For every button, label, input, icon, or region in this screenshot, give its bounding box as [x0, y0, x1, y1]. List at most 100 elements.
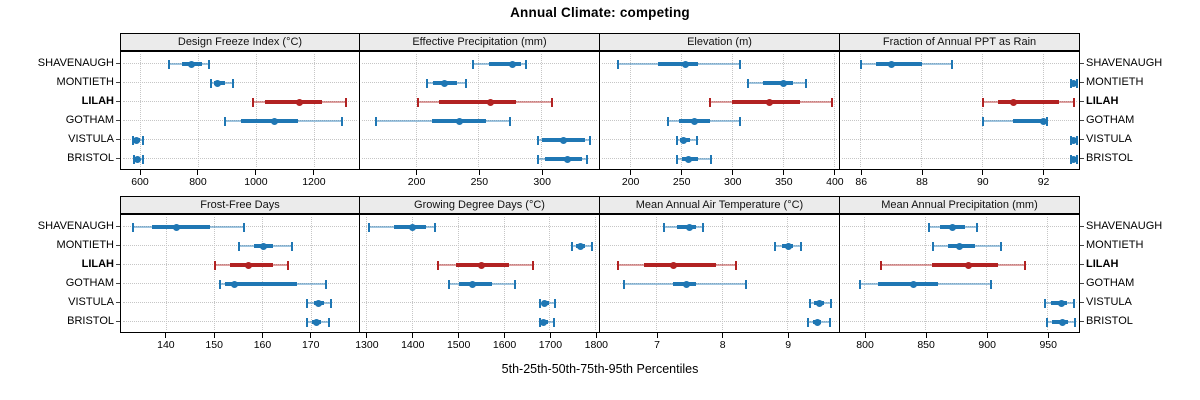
median-dot	[685, 155, 693, 163]
cap-5th	[209, 79, 212, 88]
cap-5th	[667, 117, 670, 126]
cap-5th	[859, 280, 862, 289]
median-dot	[440, 79, 448, 87]
axis-tick	[783, 170, 785, 175]
axis-tick	[313, 170, 315, 175]
cap-5th	[932, 242, 935, 251]
cap-5th	[539, 299, 542, 308]
cap-95th	[976, 223, 979, 232]
cap-5th	[675, 155, 678, 164]
axis-tick-label: 900	[978, 339, 996, 351]
median-dot	[487, 98, 495, 106]
axis-tick-label: 1300	[355, 339, 379, 351]
cap-95th	[738, 60, 741, 69]
cap-95th	[141, 136, 144, 145]
cap-95th	[805, 79, 808, 88]
axis-tick-label: 400	[826, 176, 844, 188]
box-25th-75th	[643, 263, 717, 267]
cap-5th	[436, 261, 439, 270]
row-label-left-gotham: GOTHAM	[65, 277, 114, 289]
row-tick-right	[1080, 158, 1084, 159]
axis-tick	[310, 333, 312, 338]
axis-tick-label: 250	[672, 176, 691, 188]
cap-5th	[927, 223, 930, 232]
axis-tick-label: 1200	[302, 176, 326, 188]
row-label-right-shavenaugh: SHAVENAUGH	[1086, 220, 1163, 232]
cap-95th	[327, 318, 330, 327]
axis-tick-label: 140	[157, 339, 175, 351]
box-25th-75th	[997, 100, 1059, 104]
gridline-horizontal	[123, 101, 357, 102]
panel-strip-effective-precipitation-mm: Effective Precipitation (mm)	[360, 33, 600, 51]
gridline-horizontal	[602, 139, 837, 140]
cap-5th	[368, 223, 371, 232]
median-dot	[816, 299, 824, 307]
cap-5th	[570, 242, 573, 251]
axis-tick	[165, 333, 167, 338]
axis-tick-label: 88	[916, 176, 928, 188]
cap-95th	[1024, 261, 1027, 270]
axis-tick	[549, 333, 551, 338]
axis-tick-label: 9	[785, 339, 792, 351]
row-tick-right	[1080, 283, 1084, 284]
panel-strip-growing-degree-days-c: Growing Degree Days (°C)	[360, 196, 600, 214]
row-tick-right	[1080, 63, 1084, 64]
panel-design-freeze-index-c	[120, 51, 360, 170]
row-label-left-shavenaugh: SHAVENAUGH	[37, 220, 114, 232]
gridline-vertical	[541, 54, 543, 167]
box-25th-75th	[763, 81, 793, 85]
axis-tick-label: 350	[775, 176, 793, 188]
median-dot	[133, 136, 141, 144]
median-dot	[134, 155, 142, 163]
gridline-vertical	[595, 217, 597, 330]
cap-5th	[1043, 299, 1046, 308]
median-dot	[1070, 155, 1078, 163]
cap-5th	[675, 136, 678, 145]
median-dot	[188, 60, 196, 68]
row-label-left-vistula: VISTULA	[68, 133, 114, 145]
cap-5th	[860, 60, 863, 69]
box-25th-75th	[1013, 119, 1044, 123]
axis-tick	[197, 170, 199, 175]
cap-5th	[416, 98, 419, 107]
cap-5th	[305, 299, 308, 308]
row-tick-left	[116, 245, 120, 246]
axis-tick	[458, 333, 460, 338]
median-dot	[560, 136, 568, 144]
gridline-vertical	[787, 217, 789, 330]
box-25th-75th	[658, 62, 699, 66]
box-25th-75th	[731, 100, 801, 104]
cap-95th	[433, 223, 436, 232]
median-dot	[683, 280, 691, 288]
cap-5th	[981, 117, 984, 126]
cap-5th	[774, 242, 777, 251]
axis-tick-label: 8	[719, 339, 726, 351]
axis-tick	[412, 333, 414, 338]
gridline-horizontal	[362, 245, 597, 246]
gridline-horizontal	[123, 139, 357, 140]
axis-tick-label: 7	[654, 339, 660, 351]
gridline-vertical	[214, 217, 216, 330]
axis-tick-label: 150	[205, 339, 223, 351]
axis-tick	[732, 170, 734, 175]
panel-growing-degree-days-c	[360, 214, 600, 333]
row-label-left-shavenaugh: SHAVENAUGH	[37, 57, 114, 69]
panel-effective-precipitation-mm	[360, 51, 600, 170]
median-dot	[686, 223, 694, 231]
gridline-horizontal	[123, 321, 357, 322]
row-label-left-lilah: LILAH	[81, 258, 114, 270]
cap-95th	[1072, 98, 1075, 107]
box-25th-75th	[265, 100, 323, 104]
cap-5th	[808, 299, 811, 308]
axis-tick-label: 1800	[584, 339, 608, 351]
axis-tick-label: 1000	[244, 176, 268, 188]
gridline-horizontal	[362, 63, 597, 64]
gridline-vertical	[860, 54, 862, 167]
median-dot	[1059, 318, 1067, 326]
gridline-vertical	[782, 54, 784, 167]
cap-5th	[168, 60, 171, 69]
gridline-vertical	[864, 217, 866, 330]
panel-strip-mean-annual-precipitation-mm: Mean Annual Precipitation (mm)	[840, 196, 1080, 214]
panel-strip-fraction-of-annual-ppt-as-rain: Fraction of Annual PPT as Rain	[840, 33, 1080, 51]
axis-tick	[681, 170, 683, 175]
